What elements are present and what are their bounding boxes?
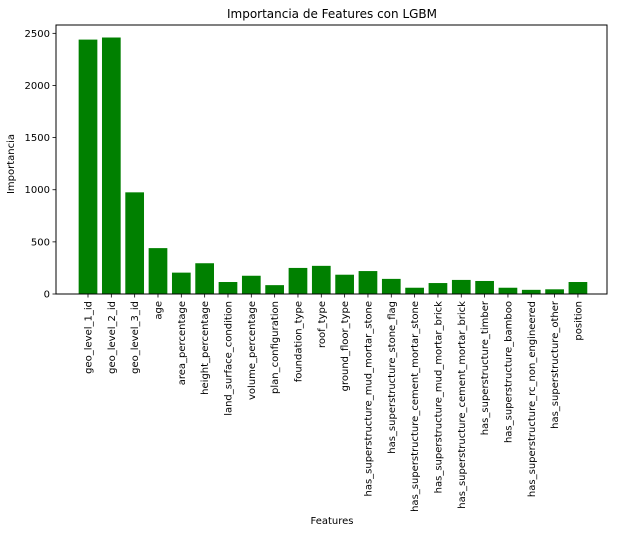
x-tick-label: volume_percentage (247, 301, 258, 400)
x-tick-label: ground_floor_type (340, 301, 351, 391)
y-axis-ticks: 0 500 1000 1500 2000 2500 (25, 29, 56, 301)
bar-geo-level-2-id (101, 37, 121, 294)
x-tick-label: geo_level_3_id (130, 301, 141, 374)
x-axis-label: Features (311, 516, 354, 527)
bar-height-percentage (195, 263, 214, 294)
bar-geo-level-1-id (78, 39, 98, 294)
bar-land-surface-condition (218, 282, 238, 294)
x-tick-label: roof_type (317, 301, 328, 348)
y-tick-label: 0 (44, 290, 50, 301)
x-tick-label: geo_level_1_id (84, 301, 95, 374)
bar-plan-configuration (265, 285, 284, 294)
bar-has-superstructure-other (545, 289, 564, 294)
y-tick-label: 2000 (25, 81, 50, 92)
y-tick-label: 2500 (25, 29, 50, 40)
x-tick-label: has_superstructure_mud_mortar_brick (433, 301, 444, 494)
x-tick-label: age (153, 301, 164, 320)
x-axis-ticks: geo_level_1_id geo_level_2_id geo_level_3_… (84, 294, 584, 512)
x-tick-label: height_percentage (200, 301, 211, 395)
y-axis-label: Importancia (6, 134, 17, 194)
x-tick-label: has_superstructure_bamboo (503, 301, 514, 443)
bar-has-superstructure-mud-mortar-brick (428, 283, 448, 294)
x-tick-label: has_superstructure_other (550, 300, 561, 429)
chart-title: Importancia de Features con LGBM (227, 7, 437, 21)
bar-has-superstructure-cement-mortar-stone (405, 287, 424, 294)
bar-age (148, 248, 168, 294)
bar-ground-floor-type (335, 274, 354, 294)
x-tick-label: foundation_type (293, 301, 304, 382)
bar-volume-percentage (241, 275, 261, 294)
bar-has-superstructure-timber (475, 280, 494, 294)
bar-has-superstructure-mud-mortar-stone (358, 271, 378, 294)
x-tick-label: geo_level_2_id (107, 301, 118, 374)
y-tick-label: 1000 (25, 185, 50, 196)
bars (78, 37, 588, 294)
x-tick-label: area_percentage (177, 301, 188, 385)
bar-position (568, 282, 588, 294)
x-tick-label: has_superstructure_cement_mortar_stone (410, 301, 421, 512)
x-tick-label: has_superstructure_mud_mortar_stone (363, 301, 374, 497)
x-tick-label: land_surface_condition (223, 301, 234, 416)
bar-has-superstructure-stone-flag (381, 278, 401, 294)
x-tick-label: has_superstructure_timber (480, 300, 491, 435)
x-tick-label: plan_configuration (270, 301, 281, 394)
x-tick-label: position (573, 301, 584, 341)
x-tick-label: has_superstructure_stone_flag (387, 301, 398, 454)
bar-foundation-type (288, 267, 308, 294)
bar-geo-level-3-id (125, 192, 145, 294)
bar-has-superstructure-bamboo (498, 287, 518, 294)
bar-area-percentage (171, 272, 191, 294)
bar-has-superstructure-rc-non-engineered (521, 289, 541, 294)
y-tick-label: 1500 (25, 133, 50, 144)
x-tick-label: has_superstructure_rc_non_engineered (527, 301, 538, 497)
y-tick-label: 500 (31, 237, 50, 248)
x-tick-label: has_superstructure_cement_mortar_brick (457, 301, 468, 509)
bar-roof-type (311, 265, 331, 294)
plot-area-frame (55, 24, 608, 295)
bar-has-superstructure-cement-mortar-brick (451, 279, 471, 294)
